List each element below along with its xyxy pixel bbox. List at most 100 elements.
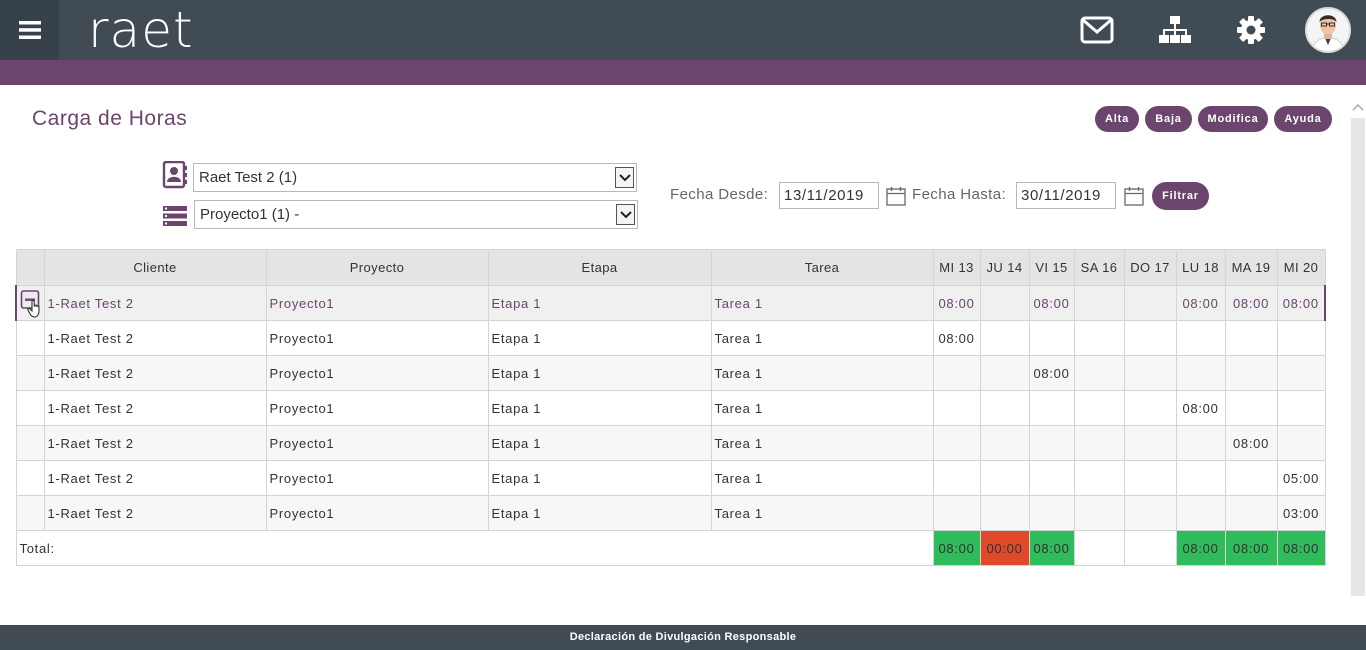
table-row[interactable]: 1-Raet Test 2 Proyecto1 Etapa 1 Tarea 1 05:0…	[15, 460, 1326, 496]
cell-hours[interactable]	[1073, 320, 1125, 356]
cell-hours[interactable]	[1123, 425, 1177, 461]
cell-hours[interactable]	[1073, 460, 1125, 496]
user-avatar[interactable]	[1305, 7, 1351, 53]
cell-hours[interactable]	[1123, 495, 1177, 531]
column-header-cliente[interactable]: Cliente	[43, 249, 267, 286]
modifica-button[interactable]: Modifica	[1198, 106, 1268, 132]
cell-hours[interactable]	[1123, 285, 1177, 321]
alta-button[interactable]: Alta	[1095, 106, 1139, 132]
cell-hours[interactable]	[1028, 390, 1075, 426]
cell-cliente: 1-Raet Test 2	[43, 320, 267, 356]
raet-logo[interactable]: raet	[88, 1, 194, 59]
cell-hours[interactable]	[1224, 320, 1278, 356]
table-row[interactable]: 1-Raet Test 2 Proyecto1 Etapa 1 Tarea 1 08:0…	[15, 320, 1326, 356]
cell-hours[interactable]	[1123, 390, 1177, 426]
cell-hours[interactable]	[1028, 495, 1075, 531]
cell-hours[interactable]: 08:00	[1028, 285, 1075, 321]
collapse-icon[interactable]	[20, 289, 42, 319]
baja-button[interactable]: Baja	[1145, 106, 1192, 132]
calendar-icon[interactable]	[1124, 186, 1144, 206]
cell-hours[interactable]: 08:00	[1276, 285, 1326, 321]
cell-hours[interactable]	[1224, 460, 1278, 496]
cell-hours[interactable]	[932, 460, 981, 496]
table-row[interactable]: 1-Raet Test 2 Proyecto1 Etapa 1 Tarea 1 08:0…	[15, 425, 1326, 461]
scrollbar-thumb[interactable]	[1351, 118, 1365, 596]
cell-hours[interactable]	[1123, 355, 1177, 391]
cell-hours[interactable]: 08:00	[1028, 355, 1075, 391]
cell-hours[interactable]	[979, 495, 1030, 531]
collapse-toggle[interactable]	[15, 285, 45, 321]
cell-tarea: Tarea 1	[710, 460, 934, 496]
cell-hours[interactable]	[1276, 390, 1326, 426]
column-header-proyecto[interactable]: Proyecto	[265, 249, 489, 286]
cell-hours[interactable]	[1276, 425, 1326, 461]
table-row[interactable]: 1-Raet Test 2 Proyecto1 Etapa 1 Tarea 1 08:0…	[15, 355, 1326, 391]
footer-disclosure-link[interactable]: Declaración de Divulgación Responsable	[0, 625, 1366, 650]
ayuda-button[interactable]: Ayuda	[1274, 106, 1332, 132]
gear-icon	[1237, 16, 1265, 44]
column-header-etapa[interactable]: Etapa	[487, 249, 712, 286]
cell-hours[interactable]	[932, 425, 981, 461]
mail-button[interactable]	[1080, 14, 1114, 46]
cell-hours[interactable]	[979, 285, 1030, 321]
org-chart-button[interactable]	[1158, 14, 1192, 46]
table-row-group[interactable]: 1-Raet Test 2 Proyecto1 Etapa 1 Tarea 1 …	[15, 285, 1326, 321]
cell-hours[interactable]	[1123, 320, 1177, 356]
cell-hours[interactable]: 08:00	[932, 285, 981, 321]
cell-hours[interactable]	[932, 390, 981, 426]
cell-hours[interactable]: 08:00	[1175, 285, 1226, 321]
cell-hours[interactable]	[1073, 285, 1125, 321]
cell-hours[interactable]	[1123, 460, 1177, 496]
table-row[interactable]: 1-Raet Test 2 Proyecto1 Etapa 1 Tarea 1 03:0…	[15, 495, 1326, 531]
vertical-scrollbar[interactable]	[1350, 99, 1366, 599]
cell-hours[interactable]	[1276, 355, 1326, 391]
cell-hours[interactable]	[1224, 390, 1278, 426]
cell-hours[interactable]	[1073, 495, 1125, 531]
cell-hours[interactable]	[979, 460, 1030, 496]
cell-etapa: Etapa 1	[487, 460, 712, 496]
cell-hours[interactable]	[1028, 460, 1075, 496]
cell-hours[interactable]	[932, 495, 981, 531]
cell-hours[interactable]	[1073, 390, 1125, 426]
settings-button[interactable]	[1234, 14, 1268, 46]
cell-hours[interactable]	[1175, 425, 1226, 461]
fecha-hasta-input[interactable]: 30/11/2019	[1016, 182, 1116, 209]
cell-hours[interactable]: 08:00	[1224, 285, 1278, 321]
cell-hours[interactable]	[1175, 355, 1226, 391]
cell-hours[interactable]	[1175, 495, 1226, 531]
scroll-up-icon[interactable]	[1350, 99, 1366, 115]
cell-hours[interactable]	[1073, 355, 1125, 391]
cell-hours[interactable]	[979, 425, 1030, 461]
table-header-row: Cliente Proyecto Etapa Tarea MI 13 JU 14…	[15, 249, 1326, 286]
chevron-down-icon[interactable]	[615, 167, 634, 188]
total-cell: 08:00	[1175, 530, 1226, 566]
calendar-icon[interactable]	[886, 186, 906, 206]
cell-hours[interactable]	[1224, 495, 1278, 531]
client-select[interactable]: Raet Test 2 (1)	[193, 163, 637, 192]
cell-hours[interactable]	[979, 390, 1030, 426]
cell-hours[interactable]: 08:00	[1224, 425, 1278, 461]
cell-hours[interactable]: 03:00	[1276, 495, 1326, 531]
cell-hours[interactable]	[1028, 320, 1075, 356]
cell-hours[interactable]	[932, 355, 981, 391]
table-row[interactable]: 1-Raet Test 2 Proyecto1 Etapa 1 Tarea 1 08:0…	[15, 390, 1326, 426]
cell-hours[interactable]: 08:00	[932, 320, 981, 356]
cell-spacer	[15, 495, 45, 531]
filtrar-button[interactable]: Filtrar	[1152, 182, 1209, 210]
cell-hours[interactable]	[1175, 460, 1226, 496]
cell-hours[interactable]	[1073, 425, 1125, 461]
project-select[interactable]: Proyecto1 (1) -	[194, 200, 638, 229]
cell-hours[interactable]	[1175, 320, 1226, 356]
fecha-desde-input[interactable]: 13/11/2019	[779, 182, 879, 209]
cell-hours[interactable]	[1276, 320, 1326, 356]
cell-hours[interactable]	[979, 320, 1030, 356]
cell-hours[interactable]: 05:00	[1276, 460, 1326, 496]
hamburger-menu-button[interactable]	[0, 0, 59, 60]
cell-hours[interactable]	[1224, 355, 1278, 391]
cell-hours[interactable]: 08:00	[1175, 390, 1226, 426]
project-select-value: Proyecto1 (1) -	[200, 206, 300, 223]
chevron-down-icon[interactable]	[616, 204, 635, 225]
cell-hours[interactable]	[1028, 425, 1075, 461]
column-header-tarea[interactable]: Tarea	[710, 249, 934, 286]
cell-hours[interactable]	[979, 355, 1030, 391]
